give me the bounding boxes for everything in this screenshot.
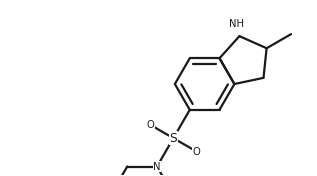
Text: N: N [153,162,161,172]
Text: O: O [193,147,200,157]
Text: O: O [146,120,154,130]
Text: S: S [170,132,177,145]
Text: NH: NH [229,18,244,29]
